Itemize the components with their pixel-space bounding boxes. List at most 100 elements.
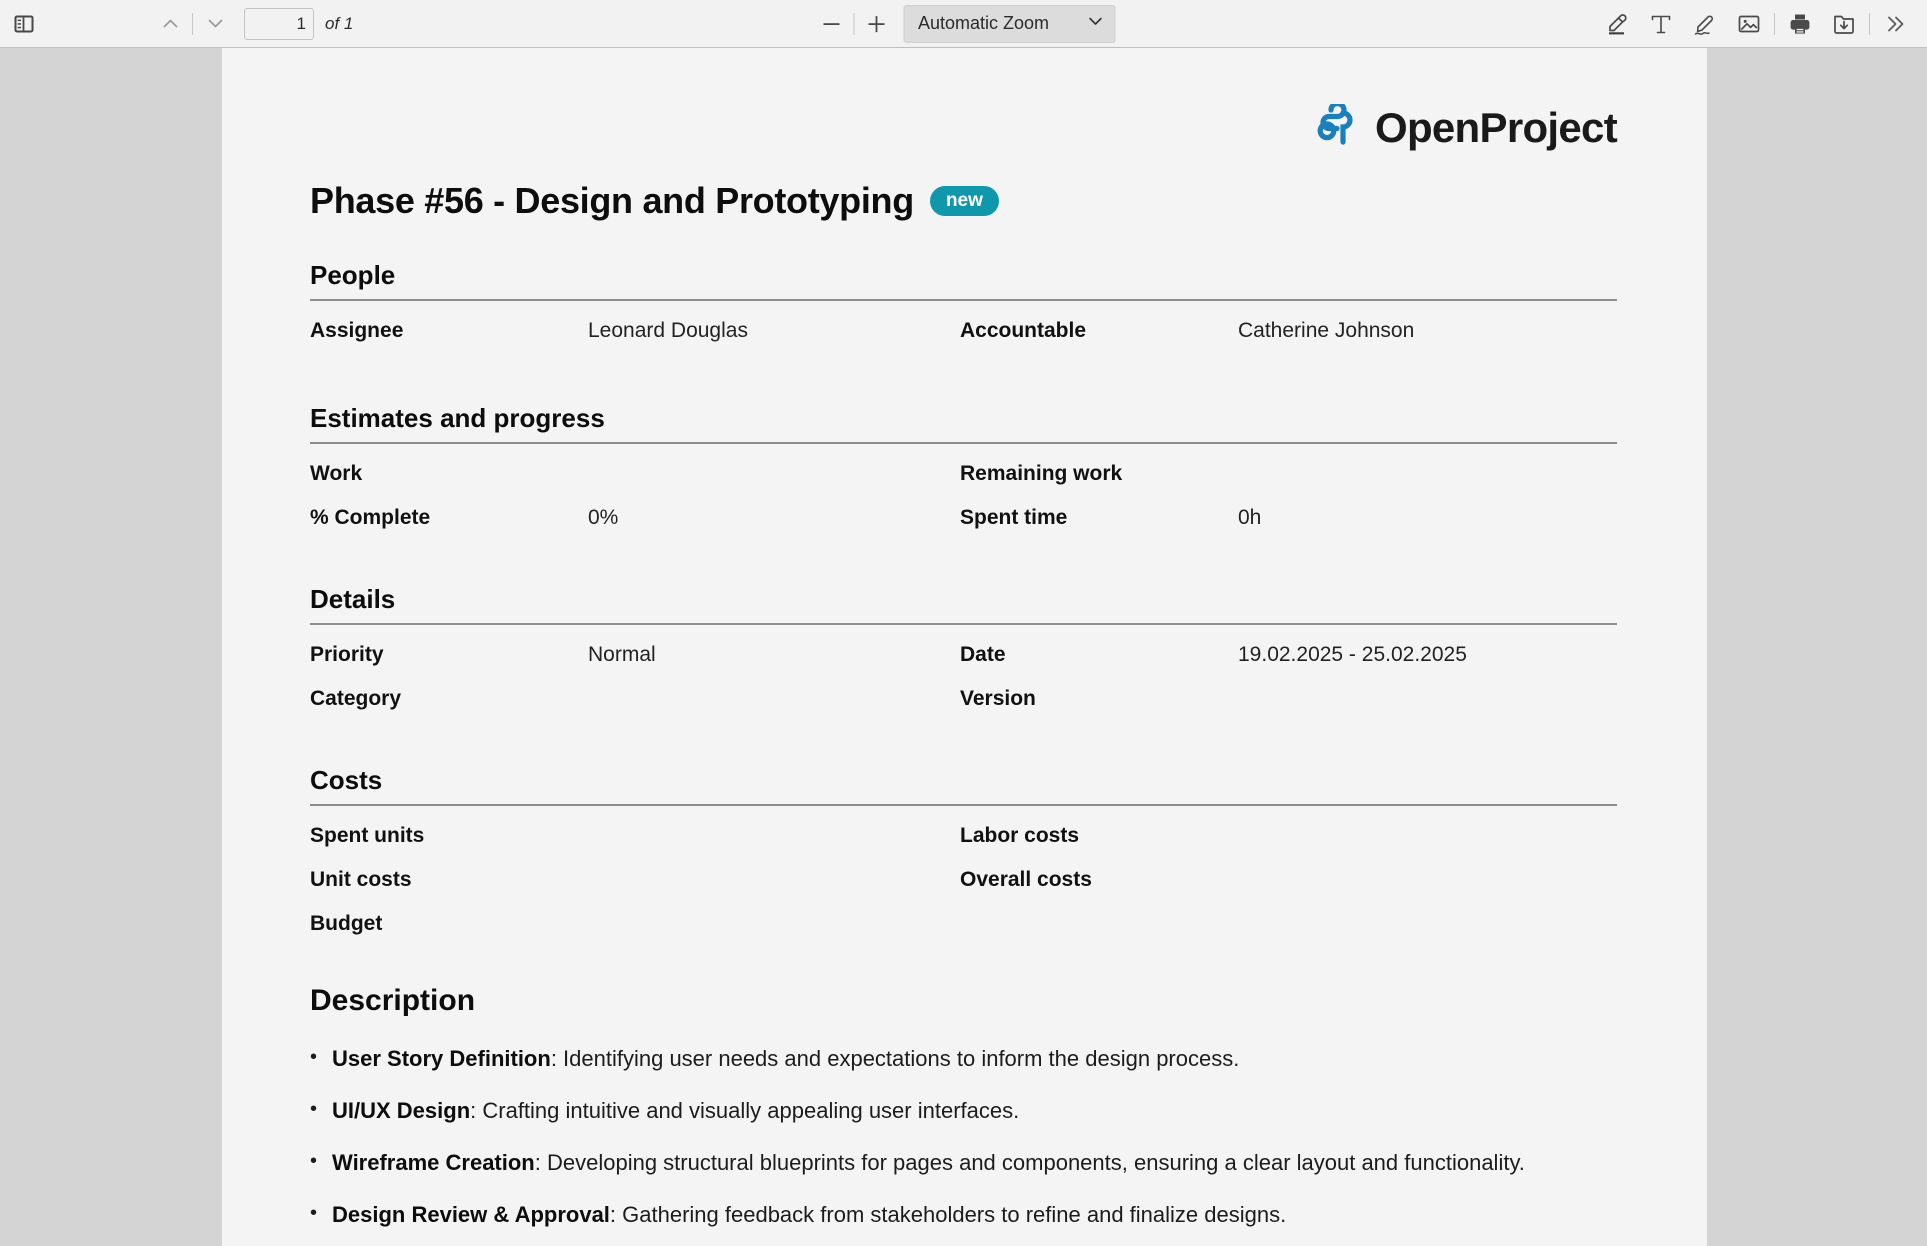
pdf-viewer-toolbar: of 1 Automatic Zoom [0, 0, 1927, 48]
page-count-label: of 1 [325, 13, 354, 33]
attribute-label: Spent time [960, 506, 1068, 529]
attribute-label: Budget [310, 912, 383, 935]
bullet-icon: • [310, 1098, 318, 1121]
bullet-icon: • [310, 1150, 318, 1173]
section-divider [310, 804, 1617, 806]
attribute-label: % Complete [310, 506, 431, 529]
section-spacer [310, 357, 1617, 403]
save-button[interactable] [1822, 6, 1866, 42]
document-body: Phase #56 - Design and Prototyping new P… [222, 180, 1707, 1232]
zoom-out-button[interactable] [812, 7, 850, 41]
openproject-logo: OpenProject [222, 48, 1707, 151]
pdf-viewer-canvas[interactable]: OpenProject Phase #56 - Design and Proto… [0, 48, 1927, 1246]
pen-squiggle-icon [1692, 11, 1718, 37]
bullet-icon: • [310, 1046, 318, 1068]
page-title: Phase #56 - Design and Prototyping [310, 180, 914, 221]
description-heading: Description [310, 984, 476, 1017]
zoom-in-button[interactable] [857, 7, 895, 41]
highlighter-icon [1604, 11, 1630, 37]
printer-icon [1787, 11, 1813, 37]
attribute-label: Category [310, 687, 402, 710]
attribute-grid: Assignee Leonard Douglas Accountable Cat… [310, 319, 1617, 343]
bullet-icon: • [310, 1202, 318, 1225]
list-item: • UI/UX Design: Crafting intuitive and v… [310, 1094, 1617, 1128]
list-item: • User Story Definition: Identifying use… [310, 1042, 1617, 1076]
list-item-detail: : Developing structural blueprints for p… [534, 1150, 1525, 1176]
section-divider [310, 299, 1617, 301]
attribute-value: Catherine Johnson [1238, 319, 1415, 342]
section-heading: People [310, 260, 396, 290]
attribute-label: Spent units [310, 824, 425, 847]
text-tool-button[interactable] [1639, 6, 1683, 42]
chevron-up-icon [161, 14, 180, 33]
double-chevron-right-icon [1882, 11, 1908, 37]
section-heading: Costs [310, 765, 383, 795]
page-number-input[interactable] [244, 7, 314, 40]
attribute-label: Unit costs [310, 868, 412, 891]
next-page-button[interactable] [196, 7, 234, 41]
list-item-term: User Story Definition [332, 1046, 551, 1071]
chevron-down-icon [206, 14, 225, 33]
section-divider [310, 623, 1617, 625]
attribute-grid: Spent units Labor costs Unit costs Overa… [310, 824, 1617, 936]
list-item-text: User Story Definition: Identifying user … [332, 1042, 1239, 1076]
toolbar-divider [1869, 12, 1870, 35]
attribute-label: Version [960, 687, 1036, 710]
sidebar-toggle-icon [14, 15, 34, 33]
zoom-level-select[interactable]: Automatic Zoom [903, 4, 1115, 43]
status-badge: new [929, 186, 999, 216]
sidebar-toggle-button[interactable] [5, 7, 43, 41]
list-item-detail: : Crafting intuitive and visually appeal… [470, 1098, 1020, 1124]
section-divider [310, 442, 1617, 444]
attribute-label: Remaining work [960, 462, 1123, 485]
section-description: Description • User Story Definition: Ide… [310, 984, 1617, 1232]
minus-icon [820, 13, 842, 35]
toolbar-tools-group [1595, 6, 1917, 42]
list-item-text: Design Review & Approval: Gathering feed… [332, 1198, 1286, 1232]
more-tools-button[interactable] [1873, 6, 1917, 42]
section-estimates-and-progress: Estimates and progress Work Remaining wo… [310, 403, 1617, 530]
list-item-term: UI/UX Design [332, 1098, 471, 1124]
zoom-level-value: Automatic Zoom [918, 13, 1050, 33]
plus-icon [865, 13, 887, 35]
section-details: Details Priority Normal Date 19.02.2025 … [310, 584, 1617, 711]
chevron-down-icon [1087, 13, 1103, 34]
list-item-term: Design Review & Approval [332, 1202, 610, 1228]
print-button[interactable] [1778, 6, 1822, 42]
attribute-label: Overall costs [960, 868, 1092, 891]
attribute-value: Normal [588, 643, 656, 666]
section-people: People Assignee Leonard Douglas Accounta… [310, 260, 1617, 343]
draw-tool-button[interactable] [1683, 6, 1727, 42]
attribute-grid: Work Remaining work % Complete 0% Spent … [310, 462, 1617, 530]
attribute-label: Work [310, 462, 363, 485]
highlight-tool-button[interactable] [1595, 6, 1639, 42]
image-icon [1736, 11, 1762, 37]
toolbar-left-group: of 1 [0, 7, 353, 41]
toolbar-zoom-group: Automatic Zoom [812, 4, 1115, 43]
attribute-label: Labor costs [960, 824, 1080, 847]
document-title-row: Phase #56 - Design and Prototyping new [310, 180, 1617, 222]
toolbar-divider [853, 12, 854, 35]
attribute-value: 0h [1238, 506, 1262, 529]
list-item-text: UI/UX Design: Crafting intuitive and vis… [332, 1094, 1019, 1128]
previous-page-button[interactable] [151, 7, 189, 41]
image-tool-button[interactable] [1727, 6, 1771, 42]
list-item: • Wireframe Creation: Developing structu… [310, 1146, 1617, 1180]
attribute-grid: Priority Normal Date 19.02.2025 - 25.02.… [310, 643, 1617, 711]
list-item-term: Wireframe Creation [332, 1150, 535, 1176]
attribute-label: Accountable [960, 319, 1087, 342]
attribute-value: 19.02.2025 - 25.02.2025 [1238, 643, 1467, 666]
download-icon [1831, 11, 1857, 37]
attribute-label: Date [960, 643, 1006, 666]
attribute-label: Priority [310, 643, 384, 666]
attribute-value: Leonard Douglas [588, 319, 748, 342]
attribute-label: Assignee [310, 319, 404, 342]
attribute-value: 0% [588, 506, 619, 529]
text-t-icon [1648, 11, 1674, 37]
list-item-detail: : Identifying user needs and expectation… [550, 1046, 1240, 1071]
section-spacer [310, 544, 1617, 584]
openproject-mark-icon [1313, 100, 1365, 153]
section-costs: Costs Spent units Labor costs Unit costs… [310, 765, 1617, 936]
list-item-text: Wireframe Creation: Developing structura… [332, 1146, 1525, 1180]
list-item: • Design Review & Approval: Gathering fe… [310, 1198, 1617, 1232]
